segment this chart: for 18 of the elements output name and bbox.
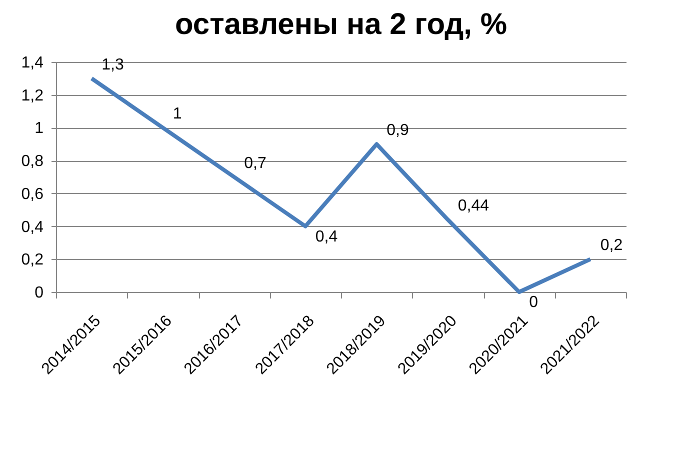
data-label: 0 <box>529 294 538 311</box>
y-tick-label: 0,2 <box>21 252 44 269</box>
data-label: 0,44 <box>458 198 490 215</box>
chart-title: оставлены на 2 год, % <box>174 8 508 41</box>
data-label: 0,9 <box>386 122 409 140</box>
y-tick-label: 1,2 <box>21 87 44 104</box>
y-tick-label: 0,4 <box>21 218 44 236</box>
y-tick-label: 0,6 <box>21 186 44 203</box>
data-label: 0,4 <box>315 228 338 246</box>
data-label: 0,2 <box>600 237 623 254</box>
data-label: 1,3 <box>102 56 124 74</box>
data-label: 1 <box>172 106 182 123</box>
line-series <box>90 76 592 294</box>
y-tick-label: 0 <box>34 284 44 302</box>
data-label: 0,7 <box>244 155 266 172</box>
y-tick-label: 1,4 <box>21 54 44 72</box>
y-tick-label: 0,8 <box>21 153 44 170</box>
y-tick-label: 1 <box>34 120 44 138</box>
